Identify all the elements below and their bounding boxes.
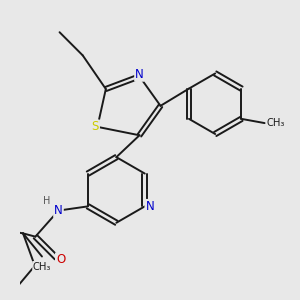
Text: O: O <box>56 253 65 266</box>
Text: N: N <box>146 200 154 213</box>
Text: S: S <box>92 120 99 134</box>
Text: CH₃: CH₃ <box>267 118 285 128</box>
Text: N: N <box>135 68 144 81</box>
Text: H: H <box>43 196 50 206</box>
Text: CH₃: CH₃ <box>33 262 51 272</box>
Text: N: N <box>54 204 63 217</box>
